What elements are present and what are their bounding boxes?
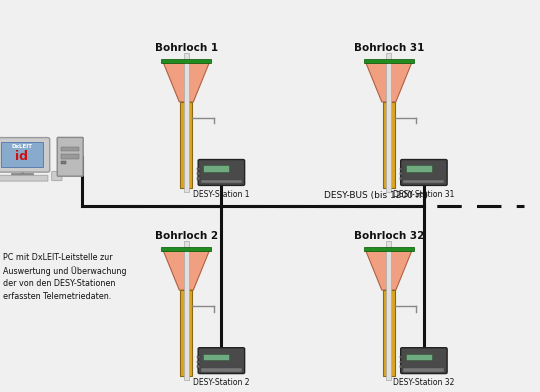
Text: DESY-Station 31: DESY-Station 31	[393, 190, 455, 199]
Bar	[383, 290, 395, 376]
Text: PC mit DxLEIT-Leitstelle zur
Auswertung und Überwachung
der von den DESY-Station: PC mit DxLEIT-Leitstelle zur Auswertung …	[3, 253, 126, 301]
Text: DxLEIT: DxLEIT	[11, 143, 32, 149]
Text: DESY-Station 32: DESY-Station 32	[393, 378, 455, 387]
Text: id: id	[15, 150, 29, 163]
Bar	[203, 165, 229, 172]
Bar	[197, 168, 200, 170]
Bar	[61, 147, 79, 151]
Polygon shape	[366, 63, 412, 102]
Bar	[1, 142, 43, 167]
Polygon shape	[366, 251, 412, 290]
Bar	[400, 177, 402, 180]
FancyBboxPatch shape	[401, 348, 447, 374]
Bar	[203, 354, 229, 360]
FancyBboxPatch shape	[0, 175, 48, 181]
Bar	[406, 165, 431, 172]
Bar	[197, 356, 200, 358]
Bar	[201, 368, 242, 372]
Text: Bohrloch 31: Bohrloch 31	[354, 43, 424, 53]
Bar	[400, 361, 402, 363]
Bar	[197, 365, 200, 368]
Bar	[197, 177, 200, 180]
Bar	[184, 53, 189, 192]
FancyBboxPatch shape	[0, 138, 50, 172]
Bar	[61, 161, 66, 164]
Bar	[403, 180, 444, 183]
FancyBboxPatch shape	[401, 160, 447, 185]
Text: Bohrloch 32: Bohrloch 32	[354, 231, 424, 241]
Bar	[364, 59, 414, 63]
Bar	[184, 241, 189, 380]
Bar	[197, 361, 200, 363]
Bar	[61, 154, 79, 159]
Bar	[386, 241, 391, 380]
FancyBboxPatch shape	[198, 348, 245, 374]
Bar	[161, 59, 211, 63]
Bar	[383, 102, 395, 188]
Bar	[197, 172, 200, 175]
Bar	[180, 290, 192, 376]
Polygon shape	[163, 251, 209, 290]
Bar	[406, 354, 431, 360]
Bar	[161, 247, 211, 251]
FancyBboxPatch shape	[57, 138, 83, 176]
Bar	[364, 247, 414, 251]
Bar	[201, 180, 242, 183]
Text: Bohrloch 1: Bohrloch 1	[155, 43, 218, 53]
Text: DESY-Station 2: DESY-Station 2	[193, 378, 249, 387]
Bar	[400, 365, 402, 368]
FancyBboxPatch shape	[52, 171, 62, 181]
Bar	[400, 356, 402, 358]
Text: Bohrloch 2: Bohrloch 2	[155, 231, 218, 241]
FancyBboxPatch shape	[198, 160, 245, 185]
Bar	[386, 53, 391, 192]
Text: DESY-Station 1: DESY-Station 1	[193, 190, 249, 199]
Bar	[403, 368, 444, 372]
Bar	[400, 168, 402, 170]
Polygon shape	[163, 63, 209, 102]
Bar	[180, 102, 192, 188]
Text: DESY-BUS (bis 1200 m): DESY-BUS (bis 1200 m)	[324, 191, 428, 200]
Bar	[400, 172, 402, 175]
